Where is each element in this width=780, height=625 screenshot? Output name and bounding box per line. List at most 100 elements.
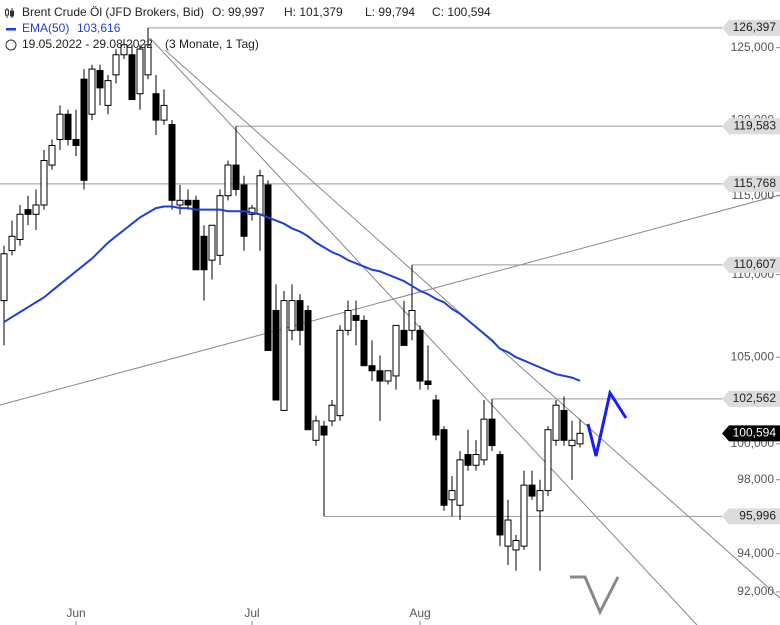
candle-body xyxy=(304,309,312,431)
candle-body xyxy=(176,199,184,206)
candle-body xyxy=(528,484,536,497)
y-tick-label: 105,000 xyxy=(731,349,775,363)
y-tick-label: 94,000 xyxy=(737,546,774,560)
candle-body xyxy=(72,138,80,146)
candle-body xyxy=(216,195,224,256)
candle-body xyxy=(128,54,136,101)
candle-body xyxy=(104,80,112,106)
candle-body xyxy=(32,204,40,215)
level-label-box xyxy=(722,390,780,407)
candle-body xyxy=(8,235,16,252)
candle-body xyxy=(464,454,472,466)
candle-body xyxy=(576,432,584,445)
x-tick-label: Jul xyxy=(244,606,259,620)
candle-body xyxy=(416,329,424,382)
candle-body xyxy=(336,329,344,417)
candle-body xyxy=(544,429,552,492)
candle-body xyxy=(184,199,192,206)
level-label-box xyxy=(722,256,780,273)
candle-body xyxy=(536,490,544,512)
candle-body xyxy=(432,399,440,436)
candle-body xyxy=(440,429,448,506)
candle-body xyxy=(512,540,520,551)
candle-body xyxy=(112,54,120,76)
level-label-box xyxy=(722,508,780,525)
candle-body xyxy=(48,144,56,166)
ema-swatch xyxy=(6,28,16,31)
candle-body xyxy=(88,68,96,115)
date-range: 19.05.2022 - 29.08.2022 xyxy=(22,37,153,51)
candle-body xyxy=(264,184,272,351)
interval: (3 Monate, 1 Tag) xyxy=(165,37,259,51)
title: Brent Crude Öl (JFD Brokers, Bid) xyxy=(22,5,204,19)
candle-body xyxy=(192,199,200,271)
candle-body xyxy=(64,113,72,140)
candle-body xyxy=(16,213,24,240)
level-label: 119,583 xyxy=(734,118,777,132)
candle-body xyxy=(504,519,512,547)
candle-body xyxy=(376,370,384,382)
candle-body xyxy=(424,380,432,385)
level-label: 126,397 xyxy=(733,20,777,34)
ema-line xyxy=(3,205,581,382)
candle-body xyxy=(40,160,48,206)
ohlc-low: L: 99,794 xyxy=(365,5,415,19)
candle-body xyxy=(168,124,176,201)
level-label: 115,768 xyxy=(734,176,777,190)
candle-body xyxy=(480,418,488,461)
candle-body xyxy=(360,319,368,367)
candle-body xyxy=(24,209,32,215)
x-tick-label: Aug xyxy=(409,606,430,620)
candle-body xyxy=(400,329,408,346)
x-tick-label: Jun xyxy=(66,606,85,620)
level-label: 102,562 xyxy=(733,391,777,405)
last-price-label-box xyxy=(722,425,780,442)
level-label: 110,607 xyxy=(734,257,777,271)
y-tick-label: 98,000 xyxy=(737,472,774,486)
candle-body xyxy=(224,164,232,197)
trend-line xyxy=(0,194,780,406)
candle-body xyxy=(0,253,8,302)
candle-body xyxy=(312,420,320,441)
last-price-label: 100,594 xyxy=(733,425,777,439)
candle-body xyxy=(144,44,152,76)
y-tick-label: 125,000 xyxy=(731,40,775,54)
candle-body xyxy=(328,404,336,422)
candle-body xyxy=(200,235,208,271)
candle-body xyxy=(152,93,160,121)
candle-body xyxy=(352,314,360,321)
candle-body xyxy=(384,370,392,382)
candle-body xyxy=(368,365,376,372)
candle-body xyxy=(520,484,528,547)
candle-icon xyxy=(5,8,14,18)
candle-body xyxy=(560,409,568,441)
candle-body xyxy=(552,404,560,441)
candle-body xyxy=(160,104,168,121)
candle-body xyxy=(120,44,128,56)
candle-body xyxy=(136,48,144,95)
axes: 125,000120,000115,000110,000105,000100,0… xyxy=(66,19,780,625)
candle-body xyxy=(288,300,296,331)
candle-body xyxy=(208,224,216,261)
ema-value: 103,616 xyxy=(77,21,121,35)
candle-body xyxy=(408,309,416,331)
candle-body xyxy=(496,454,504,536)
ohlc-open: O: 99,997 xyxy=(212,5,265,19)
level-label-box xyxy=(722,175,780,192)
candle-body xyxy=(96,70,104,89)
ohlc-high: H: 101,379 xyxy=(284,5,343,19)
candle-body xyxy=(472,454,480,466)
candle-body xyxy=(568,439,576,447)
scenario-sketch xyxy=(570,575,620,616)
y-tick-label: 92,000 xyxy=(737,584,774,598)
candle-body xyxy=(448,490,456,501)
candle-body xyxy=(320,425,328,436)
level-label-box xyxy=(722,19,780,36)
level-label-box xyxy=(722,118,780,135)
candle-body xyxy=(344,309,352,331)
plot xyxy=(0,27,722,571)
candle-body xyxy=(272,309,280,401)
candle-body xyxy=(392,324,400,377)
candle-body xyxy=(256,175,264,215)
candle-body xyxy=(280,300,288,411)
